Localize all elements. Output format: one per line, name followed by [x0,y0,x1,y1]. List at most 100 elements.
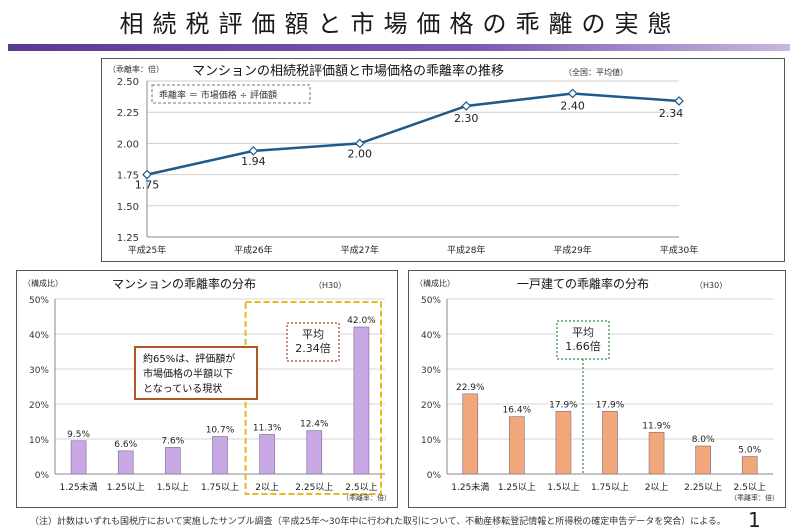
y-tick-label: 40% [421,331,441,341]
x-unit-label: （乖離率：倍） [342,493,391,502]
data-point [248,146,259,156]
x-tick-label: 平成30年 [660,244,698,256]
x-tick-label: 2以上 [645,482,669,493]
note-text: となっている現状 [143,382,222,395]
formula-text: 乖離率 ＝ 市場価格 ÷ 評価額 [159,89,277,101]
x-tick-label: 平成27年 [341,244,379,256]
y-tick-label: 2.00 [117,139,139,150]
y-unit-label: （構成比） [23,278,63,288]
average-box [556,320,610,360]
bar [648,432,665,475]
y-tick-label: 50% [29,296,49,306]
data-label: 1.75 [135,179,160,192]
data-point [461,101,472,111]
bar-chart-subtitle: （H30） [314,281,346,290]
bar [602,411,618,475]
y-tick-label: 2.25 [117,108,139,119]
bar [212,436,228,475]
x-tick-label: 平成26年 [234,244,272,256]
footnote: （注）計数はいずれも国税庁において実施したサンプル調査（平成25年～30年中に行… [30,517,726,527]
x-tick-label: 2.5以上 [345,482,377,493]
x-tick-label: 1.5以上 [157,482,189,493]
y-tick-label: 20% [29,401,49,411]
data-label: 8.0% [692,435,715,445]
house-bar-chart: （構成比） 一戸建ての乖離率の分布 （H30） 0% 10% 20% 30% 40% 50% 22… [415,276,779,502]
x-unit-label: （乖離率：倍） [730,493,779,502]
average-text: 平均 [302,328,324,341]
line-chart-subtitle: （全国：平均値） [564,67,628,77]
y-tick-label: 0% [427,471,442,481]
note-text: 市場価格の半額以下 [143,367,233,380]
average-box [286,322,340,362]
note-text: 約65%は、評価額が [143,352,235,365]
bar [259,434,275,475]
y-tick-label: 10% [29,436,49,446]
average-text: 平均 [572,326,594,339]
title-underline [8,44,790,51]
x-tick-label: 1.75以上 [591,482,629,493]
data-label: 9.5% [67,430,90,440]
data-label: 17.9% [596,400,625,410]
y-unit-label: （構成比） [415,278,455,288]
bar-chart-title: 一戸建ての乖離率の分布 [517,276,649,291]
note-box [134,346,258,400]
data-label: 2.40 [560,99,585,112]
data-point [142,169,152,180]
y-tick-label: 1.75 [117,171,139,182]
data-label: 17.9% [549,400,578,410]
data-point [567,88,578,99]
x-tick-label: 2以上 [255,482,279,493]
bar-chart-title: マンションの乖離率の分布 [112,276,256,291]
x-tick-label: 平成28年 [447,244,485,256]
data-point [674,96,684,106]
data-label: 12.4% [300,420,329,430]
data-label: 2.34 [659,107,684,120]
y-tick-label: 2.50 [117,77,139,88]
x-tick-label: 2.5以上 [734,482,766,493]
x-tick-label: 平成25年 [128,244,166,256]
page-title: 相続税評価額と市場価格の乖離の実態 [119,10,681,38]
y-unit-label: （乖離率：倍） [108,64,164,74]
x-tick-label: 平成29年 [553,244,591,256]
x-tick-label: 2.25以上 [684,482,722,493]
condo-distribution-panel: （構成比） マンションの乖離率の分布 （H30） 0% 10% 20% 30% 40% 50% 9… [16,270,398,508]
data-label: 22.9% [456,383,485,393]
x-tick-label: 2.25以上 [295,482,333,493]
data-label: 10.7% [206,426,235,436]
page-number: 1 [748,508,761,532]
bar [353,326,370,475]
x-tick-label: 1.25以上 [498,482,536,493]
data-label: 2.00 [348,147,373,160]
data-point [354,138,365,149]
condo-bar-chart: （構成比） マンションの乖離率の分布 （H30） 0% 10% 20% 30% 40% 50% 9… [23,276,391,502]
data-label: 16.4% [503,406,532,416]
bar [509,416,525,475]
x-tick-label: 1.25以上 [107,482,145,493]
x-tick-label: 1.5以上 [547,482,579,493]
line-chart-panel: （乖離率：倍） マンションの相続税評価額と市場価格の乖離率の推移 （全国：平均値） 1… [101,58,785,262]
data-label: 2.30 [454,112,479,125]
y-tick-label: 50% [421,296,441,306]
bar [555,411,572,475]
y-tick-label: 1.25 [117,233,139,244]
average-text: 2.34倍 [295,341,331,355]
bar [306,430,323,475]
y-tick-label: 1.50 [117,202,139,213]
bar [117,450,134,475]
y-tick-label: 10% [421,436,441,446]
data-label: 42.0% [347,316,376,326]
bar [695,445,711,475]
bar [165,447,181,475]
y-tick-label: 40% [29,331,49,341]
line-chart-title: マンションの相続税評価額と市場価格の乖離率の推移 [192,63,504,79]
x-tick-label: 1.25未満 [451,481,489,493]
series-line [146,92,680,176]
y-tick-label: 20% [421,401,441,411]
bar [70,440,87,475]
data-label: 11.3% [253,423,282,433]
average-text: 1.66倍 [565,339,601,353]
bar [741,456,758,475]
data-label: 5.0% [738,446,761,456]
data-label: 1.94 [241,155,266,168]
data-label: 11.9% [642,421,671,431]
